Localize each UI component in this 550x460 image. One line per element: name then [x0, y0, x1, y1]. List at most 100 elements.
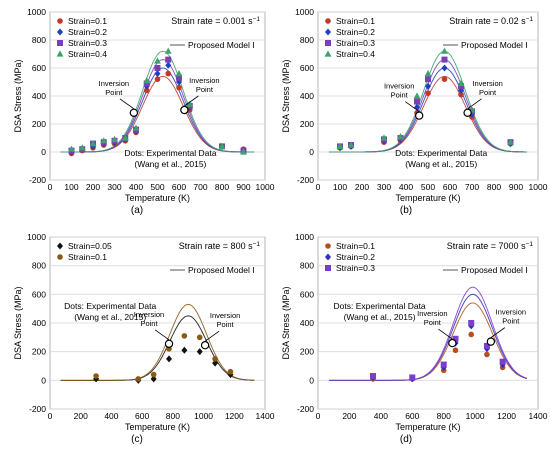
inversion-label: Inversion: [99, 79, 129, 88]
data-point: [121, 134, 129, 141]
y-tick-label: 400: [32, 318, 46, 328]
legend-label: Strain=0.3: [336, 263, 375, 273]
data-point: [240, 148, 247, 155]
y-tick-label: 600: [300, 289, 314, 299]
inversion-label: Point: [424, 318, 442, 327]
y-tick-label: 200: [32, 119, 46, 129]
data-point: [150, 371, 157, 378]
y-tick-label: 800: [32, 35, 46, 45]
x-tick-label: 600: [135, 411, 149, 421]
panel-caption: (a): [131, 205, 143, 216]
x-axis-title: Temperature (K): [395, 193, 460, 203]
inversion-label: Inversion: [472, 79, 502, 88]
legend-marker: [57, 242, 63, 250]
inversion-label: Point: [196, 85, 214, 94]
x-tick-label: 500: [150, 182, 164, 192]
x-tick-label: 400: [399, 182, 413, 192]
dots-label: Dots: Experimental Data: [124, 148, 216, 158]
legend-marker: [325, 18, 331, 24]
inversion-point-marker: [415, 111, 424, 120]
x-tick-label: 400: [104, 411, 118, 421]
legend-marker: [325, 265, 331, 271]
x-tick-label: 200: [342, 411, 356, 421]
data-point: [212, 359, 219, 367]
data-point: [441, 64, 448, 72]
legend-label: Strain=0.2: [336, 27, 375, 37]
data-point: [175, 70, 183, 77]
data-point: [414, 98, 420, 105]
y-tick-label: 200: [32, 347, 46, 357]
panel-caption: (b): [400, 205, 412, 216]
x-axis-title: Temperature (K): [395, 422, 460, 432]
data-point: [165, 61, 172, 69]
inversion-label: Inversion: [496, 308, 526, 317]
inversion-point-marker: [486, 337, 496, 346]
legend-label: Strain=0.3: [336, 38, 375, 48]
y-tick-label: -200: [297, 404, 314, 414]
data-point: [196, 348, 203, 356]
x-axis-title: Temperature (K): [125, 193, 190, 203]
legend-model-label: Proposed Model I: [461, 265, 528, 275]
data-point: [196, 334, 203, 341]
x-tick-label: 400: [129, 182, 143, 192]
legend-label: Strain=0.4: [336, 49, 375, 59]
data-point: [165, 56, 172, 63]
y-axis-title: DSA Stress (MPa): [13, 286, 23, 359]
data-point: [468, 331, 475, 338]
data-point: [227, 368, 234, 375]
dots-label: (Wang et al., 2015): [134, 159, 206, 169]
inversion-label: Inversion: [384, 82, 414, 91]
inversion-label: Point: [391, 91, 409, 100]
legend-marker: [57, 40, 63, 46]
legend-label: Strain=0.2: [336, 252, 375, 262]
x-tick-label: 1400: [529, 411, 548, 421]
data-point: [143, 77, 151, 84]
inversion-arrow: [467, 98, 482, 110]
legend-label: Strain=0.2: [68, 27, 107, 37]
data-point: [212, 356, 218, 362]
data-point: [186, 100, 194, 107]
dots-label: (Wang et al., 2015): [74, 312, 146, 322]
y-tick-label: 1000: [295, 232, 314, 242]
data-point: [143, 80, 150, 87]
y-tick-label: -200: [29, 175, 46, 185]
dots-label: Dots: Experimental Data: [334, 301, 426, 311]
data-point: [441, 76, 448, 82]
inversion-point-marker: [463, 108, 472, 118]
legend-marker: [324, 50, 332, 57]
x-tick-label: 400: [374, 411, 388, 421]
data-point: [111, 135, 118, 142]
x-tick-label: 200: [86, 182, 100, 192]
x-tick-label: 1000: [256, 182, 275, 192]
data-point: [458, 91, 464, 98]
y-tick-label: 0: [41, 375, 46, 385]
data-point: [132, 124, 140, 131]
data-point: [78, 144, 86, 151]
x-tick-label: 800: [487, 182, 501, 192]
data-point: [468, 320, 475, 326]
y-tick-label: 0: [41, 147, 46, 157]
data-point: [336, 142, 344, 149]
inversion-arrow: [438, 328, 453, 340]
data-point: [397, 133, 404, 140]
data-point: [181, 333, 188, 339]
strain-rate-label: Strain rate = 0.02 s−1: [449, 16, 533, 26]
y-axis-title: DSA Stress (MPa): [13, 59, 23, 132]
legend-marker: [325, 28, 331, 36]
data-point: [425, 76, 431, 83]
x-tick-label: 1400: [256, 411, 275, 421]
legend-label: Strain=0.1: [68, 252, 107, 262]
y-tick-label: 800: [32, 261, 46, 271]
y-tick-label: 600: [32, 63, 46, 73]
legend-marker: [325, 253, 331, 261]
x-tick-label: 200: [355, 182, 369, 192]
data-point: [154, 65, 161, 71]
x-tick-label: 900: [509, 182, 523, 192]
x-tick-label: 1200: [225, 411, 244, 421]
y-tick-label: 200: [300, 347, 314, 357]
legend-model-label: Proposed Model I: [188, 265, 255, 275]
y-tick-label: 800: [300, 35, 314, 45]
